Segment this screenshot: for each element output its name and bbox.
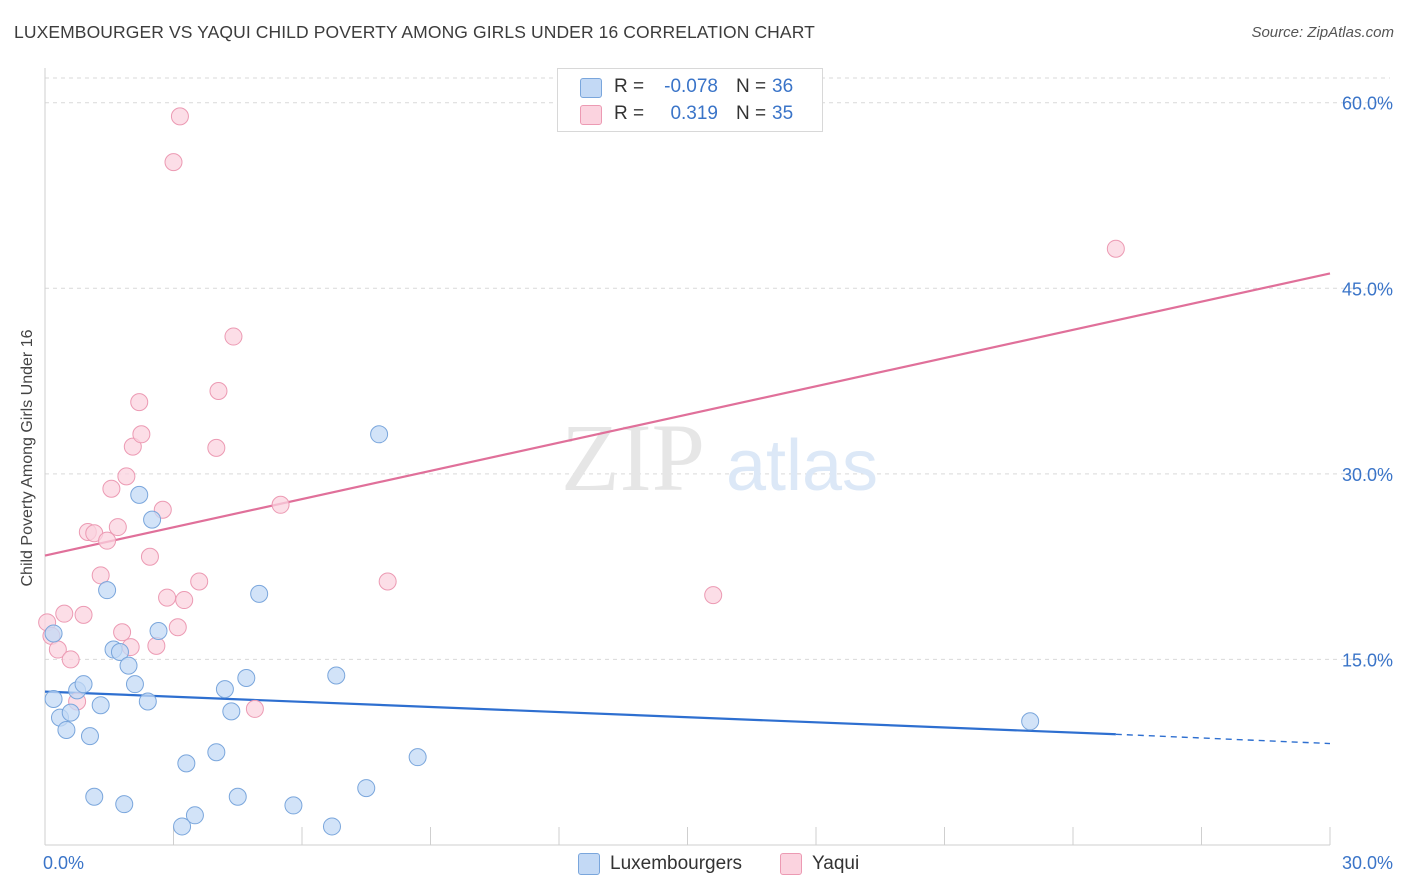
n-value: 36: [772, 76, 794, 97]
r-value: 0.319: [670, 103, 718, 124]
x-tick-label: 0.0%: [43, 853, 84, 873]
legend-swatch-blue: [578, 853, 600, 875]
correlation-legend: R = -0.078 N = 36 R = 0.319 N = 35: [557, 68, 823, 132]
legend-swatch-pink: [780, 853, 802, 875]
data-point-luxembourgers: [143, 510, 162, 529]
r-value: -0.078: [664, 76, 718, 97]
chart-title: LUXEMBOURGER VS YAQUI CHILD POVERTY AMON…: [14, 22, 815, 42]
data-point-yaqui: [132, 425, 151, 444]
data-point-yaqui: [224, 327, 243, 346]
n-value: 35: [772, 103, 794, 124]
data-point-luxembourgers: [149, 621, 168, 640]
data-point-yaqui: [74, 605, 93, 624]
data-point-luxembourgers: [215, 680, 234, 699]
r-label: R =: [614, 103, 645, 124]
data-point-luxembourgers: [130, 485, 149, 504]
data-point-yaqui: [147, 636, 166, 655]
data-point-luxembourgers: [110, 643, 129, 662]
data-point-yaqui: [130, 393, 149, 412]
trend-line-luxembourgers: [44, 690, 1116, 736]
data-point-yaqui: [113, 623, 132, 642]
data-point-yaqui: [164, 153, 183, 172]
data-point-luxembourgers: [44, 690, 63, 709]
data-point-luxembourgers: [370, 425, 389, 444]
data-point-luxembourgers: [408, 748, 427, 767]
data-point-luxembourgers: [91, 696, 110, 715]
data-point-luxembourgers: [1021, 712, 1040, 731]
data-point-yaqui: [704, 586, 723, 605]
data-point-luxembourgers: [228, 787, 247, 806]
y-tick-label: 45.0%: [1342, 279, 1393, 299]
y-tick-label: 15.0%: [1342, 650, 1393, 670]
data-point-luxembourgers: [115, 795, 134, 814]
data-point-luxembourgers: [98, 581, 117, 600]
data-point-luxembourgers: [173, 817, 192, 836]
watermark-atlas: atlas: [726, 426, 878, 506]
data-point-yaqui: [91, 566, 110, 585]
watermark-zip: ZIP: [561, 404, 705, 511]
y-tick-label: 60.0%: [1342, 94, 1393, 114]
r-label: R =: [614, 76, 645, 97]
data-point-luxembourgers: [74, 675, 93, 694]
legend-swatch-pink: [580, 105, 602, 125]
data-point-luxembourgers: [125, 675, 144, 694]
data-point-luxembourgers: [357, 779, 376, 798]
data-point-yaqui: [98, 531, 117, 550]
source-label: Source: ZipAtlas.com: [1251, 24, 1394, 41]
data-point-luxembourgers: [61, 703, 80, 722]
data-point-luxembourgers: [80, 727, 99, 746]
data-point-yaqui: [140, 547, 159, 566]
data-point-luxembourgers: [284, 796, 303, 815]
data-point-luxembourgers: [138, 692, 157, 711]
data-point-yaqui: [209, 381, 228, 400]
data-point-yaqui: [158, 588, 177, 607]
data-point-yaqui: [170, 107, 189, 126]
trend-line-luxembourgers-extension: [1115, 733, 1331, 745]
data-point-yaqui: [378, 572, 397, 591]
data-point-yaqui: [1106, 239, 1125, 258]
n-label: N =: [736, 76, 767, 97]
data-point-luxembourgers: [207, 743, 226, 762]
data-point-luxembourgers: [177, 754, 196, 773]
watermark: ZIP atlas: [561, 404, 878, 511]
n-label: N =: [736, 103, 767, 124]
tick-label-layer: 15.0% 30.0% 45.0% 60.0% 0.0% 30.0%: [43, 94, 1393, 873]
data-point-luxembourgers: [85, 787, 104, 806]
data-point-yaqui: [117, 467, 136, 486]
data-point-luxembourgers: [237, 668, 256, 687]
data-point-yaqui: [102, 479, 121, 498]
x-tick-label: 30.0%: [1342, 853, 1393, 873]
data-point-luxembourgers: [185, 806, 204, 825]
grid-layer: [45, 77, 1390, 660]
points-layer: [38, 107, 1125, 836]
data-point-yaqui: [175, 591, 194, 610]
data-point-luxembourgers: [119, 656, 138, 675]
data-point-yaqui: [123, 437, 142, 456]
data-point-yaqui: [271, 495, 290, 514]
y-tick-label: 30.0%: [1342, 465, 1393, 485]
data-point-yaqui: [168, 618, 187, 637]
data-point-luxembourgers: [44, 624, 63, 643]
data-point-luxembourgers: [222, 702, 241, 721]
series-legend: Luxembourgers Yaqui: [0, 852, 1406, 878]
data-point-yaqui: [55, 604, 74, 623]
data-point-luxembourgers: [57, 720, 76, 739]
trend-line-yaqui: [44, 272, 1331, 557]
legend-swatch-blue: [580, 78, 602, 98]
axis-layer: [44, 68, 1331, 846]
legend-label: Yaqui: [812, 853, 860, 874]
data-point-luxembourgers: [327, 666, 346, 685]
data-point-yaqui: [61, 650, 80, 669]
legend-label: Luxembourgers: [610, 853, 743, 874]
data-point-yaqui: [108, 518, 127, 537]
data-point-luxembourgers: [250, 584, 269, 603]
data-point-yaqui: [207, 438, 226, 457]
trend-layer: [44, 272, 1331, 745]
data-point-yaqui: [190, 572, 209, 591]
data-point-yaqui: [245, 699, 264, 718]
data-point-luxembourgers: [322, 817, 341, 836]
